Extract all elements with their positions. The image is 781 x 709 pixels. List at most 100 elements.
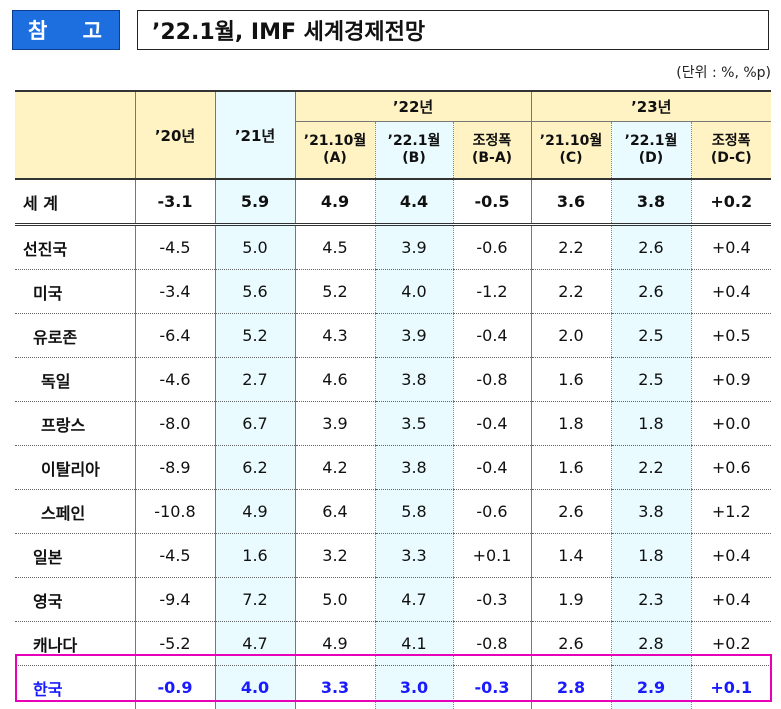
table-row: 선진국 -4.5 5.0 4.5 3.9 -0.6 2.2 2.6 +0.4 bbox=[15, 224, 771, 270]
value-cell: -3.4 bbox=[134, 269, 215, 314]
value-cell: +0.2 bbox=[690, 621, 771, 666]
value-cell: -0.9 bbox=[134, 665, 215, 709]
row-label: 독일 bbox=[15, 357, 135, 402]
value-cell: -4.6 bbox=[134, 357, 215, 402]
value-cell: +0.1 bbox=[690, 665, 771, 709]
value-cell: 2.6 bbox=[530, 621, 611, 666]
value-cell: -0.5 bbox=[452, 179, 531, 226]
value-cell: 4.9 bbox=[294, 621, 375, 666]
header-22-diff: 조정폭 (B-A) bbox=[452, 121, 531, 179]
value-cell: 5.0 bbox=[294, 577, 375, 622]
row-label: 미국 bbox=[15, 269, 135, 314]
value-cell: +0.5 bbox=[690, 313, 771, 358]
value-cell: +0.4 bbox=[690, 224, 771, 270]
value-cell: 1.8 bbox=[530, 401, 611, 446]
value-cell: +0.2 bbox=[690, 179, 771, 226]
value-cell: 3.5 bbox=[374, 401, 453, 446]
value-cell: -0.6 bbox=[452, 489, 531, 534]
value-cell: 4.2 bbox=[294, 445, 375, 490]
value-cell: 4.7 bbox=[374, 577, 453, 622]
value-cell: 1.8 bbox=[610, 401, 691, 446]
value-cell: 1.6 bbox=[214, 533, 295, 578]
value-cell: 2.9 bbox=[610, 665, 691, 709]
value-cell: 5.8 bbox=[374, 489, 453, 534]
header-2021: ’21년 bbox=[214, 91, 295, 179]
table-row: 한국 -0.9 4.0 3.3 3.0 -0.3 2.8 2.9 +0.1 bbox=[15, 665, 771, 709]
value-cell: -6.4 bbox=[134, 313, 215, 358]
table-row: 프랑스 -8.0 6.7 3.9 3.5 -0.4 1.8 1.8 +0.0 bbox=[15, 401, 771, 446]
value-cell: 6.7 bbox=[214, 401, 295, 446]
table-row: 독일 -4.6 2.7 4.6 3.8 -0.8 1.6 2.5 +0.9 bbox=[15, 357, 771, 402]
header-corner bbox=[15, 91, 135, 179]
value-cell: -0.8 bbox=[452, 357, 531, 402]
value-cell: -10.8 bbox=[134, 489, 215, 534]
value-cell: -5.2 bbox=[134, 621, 215, 666]
value-cell: -8.0 bbox=[134, 401, 215, 446]
value-cell: 4.3 bbox=[294, 313, 375, 358]
header-23-diff: 조정폭 (D-C) bbox=[690, 121, 771, 179]
value-cell: +1.2 bbox=[690, 489, 771, 534]
table-row: 스페인 -10.8 4.9 6.4 5.8 -0.6 2.6 3.8 +1.2 bbox=[15, 489, 771, 534]
value-cell: 2.6 bbox=[610, 269, 691, 314]
value-cell: +0.4 bbox=[690, 269, 771, 314]
header-2022: ’22년 bbox=[294, 91, 531, 122]
row-label: 이탈리아 bbox=[15, 445, 135, 490]
row-label: 프랑스 bbox=[15, 401, 135, 446]
value-cell: -3.1 bbox=[134, 179, 215, 226]
value-cell: -0.3 bbox=[452, 577, 531, 622]
value-cell: 3.3 bbox=[294, 665, 375, 709]
value-cell: 4.9 bbox=[214, 489, 295, 534]
value-cell: 4.4 bbox=[374, 179, 453, 226]
value-cell: 4.0 bbox=[374, 269, 453, 314]
row-label: 일본 bbox=[15, 533, 135, 578]
value-cell: 1.6 bbox=[530, 445, 611, 490]
value-cell: 2.7 bbox=[214, 357, 295, 402]
value-cell: 7.2 bbox=[214, 577, 295, 622]
table-row: 이탈리아 -8.9 6.2 4.2 3.8 -0.4 1.6 2.2 +0.6 bbox=[15, 445, 771, 490]
table-row: 유로존 -6.4 5.2 4.3 3.9 -0.4 2.0 2.5 +0.5 bbox=[15, 313, 771, 358]
value-cell: 5.2 bbox=[214, 313, 295, 358]
value-cell: -0.8 bbox=[452, 621, 531, 666]
header-22-a: ’21.10월 (A) bbox=[294, 121, 375, 179]
page-title: ’22.1월, IMF 세계경제전망 bbox=[137, 10, 769, 50]
value-cell: 3.9 bbox=[374, 224, 453, 270]
table-row: 캐나다 -5.2 4.7 4.9 4.1 -0.8 2.6 2.8 +0.2 bbox=[15, 621, 771, 666]
value-cell: -8.9 bbox=[134, 445, 215, 490]
header-22-b: ’22.1월 (B) bbox=[374, 121, 453, 179]
table-row: 일본 -4.5 1.6 3.2 3.3 +0.1 1.4 1.8 +0.4 bbox=[15, 533, 771, 578]
value-cell: 2.3 bbox=[610, 577, 691, 622]
value-cell: -4.5 bbox=[134, 533, 215, 578]
value-cell: 2.0 bbox=[530, 313, 611, 358]
header-23-d: ’22.1월 (D) bbox=[610, 121, 691, 179]
header-23-c: ’21.10월 (C) bbox=[530, 121, 611, 179]
value-cell: 3.9 bbox=[374, 313, 453, 358]
value-cell: 5.2 bbox=[294, 269, 375, 314]
value-cell: 2.2 bbox=[530, 224, 611, 270]
value-cell: 3.9 bbox=[294, 401, 375, 446]
value-cell: 4.9 bbox=[294, 179, 375, 226]
value-cell: 2.6 bbox=[610, 224, 691, 270]
value-cell: 1.6 bbox=[530, 357, 611, 402]
value-cell: 2.8 bbox=[610, 621, 691, 666]
value-cell: -0.4 bbox=[452, 313, 531, 358]
value-cell: 1.8 bbox=[610, 533, 691, 578]
value-cell: +0.0 bbox=[690, 401, 771, 446]
value-cell: 5.9 bbox=[214, 179, 295, 226]
value-cell: 5.0 bbox=[214, 224, 295, 270]
value-cell: -0.6 bbox=[452, 224, 531, 270]
value-cell: 3.2 bbox=[294, 533, 375, 578]
value-cell: 4.5 bbox=[294, 224, 375, 270]
table-row: 영국 -9.4 7.2 5.0 4.7 -0.3 1.9 2.3 +0.4 bbox=[15, 577, 771, 622]
value-cell: 5.6 bbox=[214, 269, 295, 314]
value-cell: -0.4 bbox=[452, 445, 531, 490]
value-cell: 2.6 bbox=[530, 489, 611, 534]
value-cell: 3.6 bbox=[530, 179, 611, 226]
value-cell: 2.2 bbox=[610, 445, 691, 490]
row-label: 스페인 bbox=[15, 489, 135, 534]
row-label: 세 계 bbox=[15, 179, 135, 226]
value-cell: 2.8 bbox=[530, 665, 611, 709]
row-label: 캐나다 bbox=[15, 621, 135, 666]
value-cell: -1.2 bbox=[452, 269, 531, 314]
value-cell: +0.4 bbox=[690, 533, 771, 578]
value-cell: 2.2 bbox=[530, 269, 611, 314]
